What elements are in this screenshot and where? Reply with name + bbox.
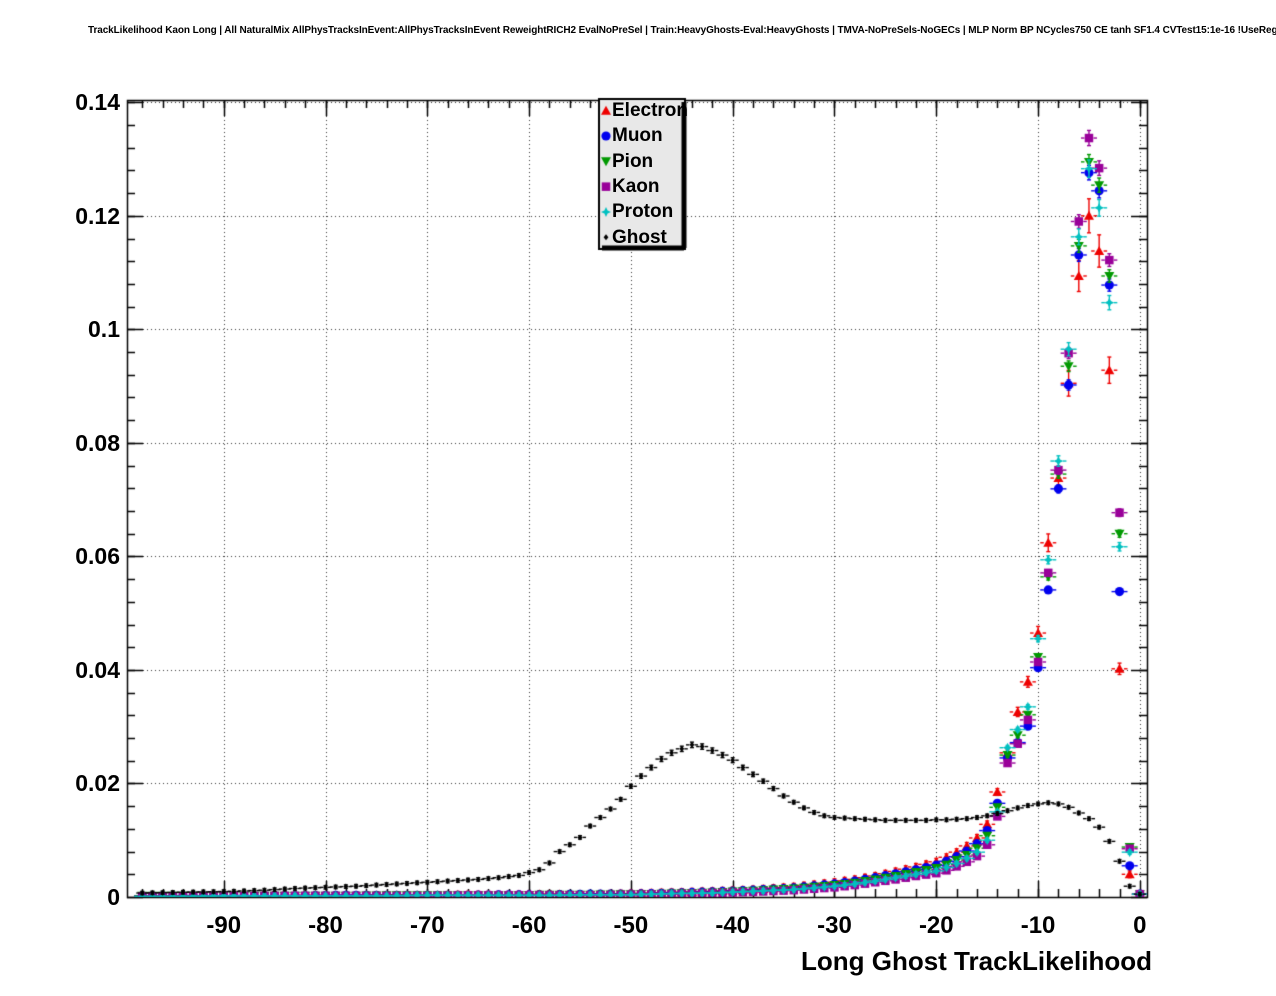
x-axis-title: Long Ghost TrackLikelihood	[800, 946, 1152, 976]
legend-label-proton: Proton	[612, 201, 674, 223]
x-tick-label: -20	[918, 912, 954, 939]
x-tick-label: -40	[715, 912, 751, 939]
x-tick-label: 0	[1133, 912, 1147, 939]
x-tick-label: -60	[511, 912, 547, 939]
y-tick-label: 0.04	[75, 656, 120, 683]
x-tick-label: -10	[1020, 912, 1056, 939]
x-tick-label: -30	[817, 912, 852, 939]
legend-label-muon: Muon	[612, 125, 663, 147]
y-tick-label: 0	[107, 884, 120, 910]
x-tick-label: -50	[613, 912, 649, 939]
y-tick-label: 0.1	[88, 316, 120, 343]
y-tick-label: 0.12	[75, 202, 120, 229]
plot-title: TrackLikelihood Kaon Long | All NaturalM…	[88, 25, 1276, 36]
legend-label-pion: Pion	[612, 150, 654, 172]
legend-label-ghost: Ghost	[612, 226, 667, 248]
legend-label-electron: Electron	[612, 100, 689, 121]
y-tick-label: 0.06	[75, 543, 120, 570]
y-tick-label: 0.02	[75, 770, 120, 797]
x-tick-label: -70	[409, 912, 445, 939]
x-tick-label: -90	[206, 912, 242, 939]
y-tick-label: 0.14	[75, 89, 120, 116]
y-tick-label: 0.08	[75, 429, 120, 456]
legend-label-kaon: Kaon	[612, 175, 660, 197]
x-tick-label: -80	[308, 912, 343, 939]
